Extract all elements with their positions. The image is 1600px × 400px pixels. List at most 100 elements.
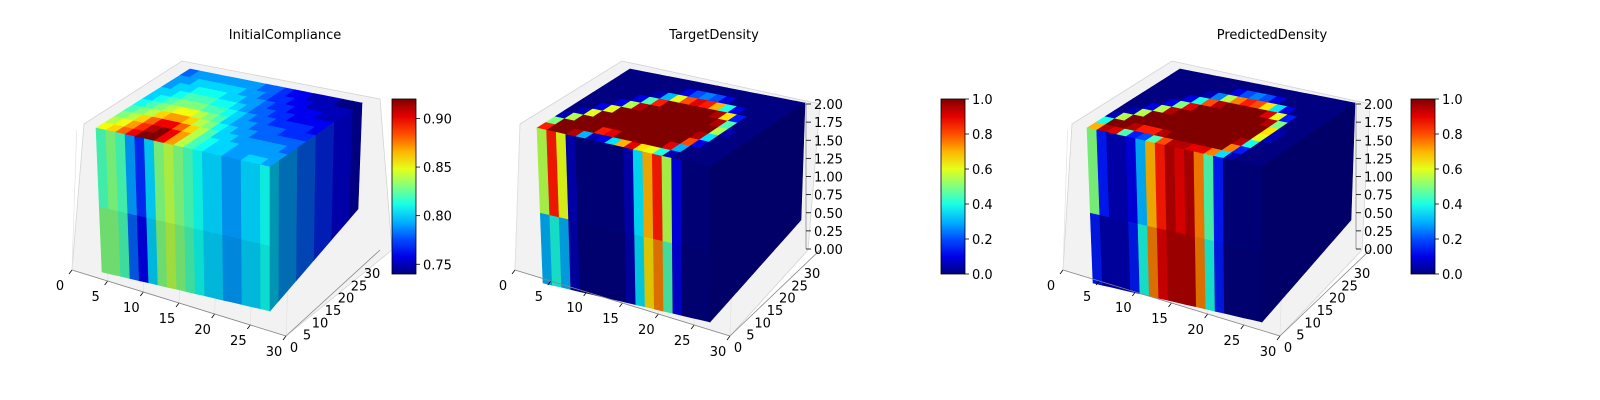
voxel-front-cell: [661, 155, 673, 244]
x-tick-label: 20: [1187, 323, 1204, 338]
x-tick-mark: [1059, 269, 1064, 275]
voxel-side-cell: [791, 102, 806, 232]
z-tick-label: 1.25: [814, 152, 843, 167]
colorbar: 0.75 0.80 0.85 0.90: [391, 98, 452, 275]
y-tick-label: 25: [791, 279, 808, 294]
x-tick-label: 30: [266, 345, 283, 360]
x-tick-mark: [1132, 291, 1136, 297]
voxel-side-cell: [287, 147, 298, 292]
colorbar-tick-label: 1.0: [972, 93, 993, 108]
x-tick-label: 0: [56, 279, 64, 294]
z-tick-label: 1.75: [814, 116, 843, 131]
voxel-front-cell: [203, 230, 215, 299]
voxel-side-cell: [1341, 102, 1356, 232]
y-tick-label: 10: [1304, 316, 1321, 331]
voxel-front-cell: [1166, 230, 1178, 303]
voxel-front-cell: [184, 226, 196, 295]
voxel-front-cell: [632, 149, 645, 238]
y-tick-label: 5: [746, 329, 754, 344]
y-tick-label: 0: [290, 341, 298, 356]
colorbar-tick-label: 0.8: [972, 128, 993, 143]
voxel-front-cell: [1213, 241, 1225, 314]
y-tick-label: 15: [767, 304, 784, 319]
voxel-side-cell: [348, 102, 363, 221]
voxel-front-cell: [634, 234, 646, 308]
x-tick-mark: [583, 291, 587, 297]
voxel-side-cell: [1261, 160, 1272, 323]
voxel-side-cell: [709, 160, 720, 323]
voxel-front-cell: [260, 243, 271, 312]
voxel-side-cell: [718, 153, 730, 313]
x-tick-label: 15: [602, 312, 619, 327]
voxel-front-cell: [1251, 164, 1263, 253]
x-tick-label: 30: [1260, 345, 1277, 360]
colorbar-tick-label: 0.2: [972, 233, 993, 248]
x-tick-mark: [1204, 313, 1208, 319]
colorbar-tick-label: 0.0: [972, 268, 993, 283]
colorbar-gradient: [940, 98, 966, 275]
x-tick-label: 20: [638, 323, 655, 338]
voxel-front-cell: [240, 160, 252, 243]
panel-title: PredictedDensity: [1217, 28, 1328, 43]
z-tick-label: 0.00: [814, 243, 843, 258]
x-tick-mark: [104, 280, 108, 286]
voxel-front-cell: [201, 151, 214, 234]
voxel-side-cell: [727, 147, 739, 303]
colorbar-tick-label: 0.85: [423, 161, 452, 176]
voxel-front-cell: [1222, 157, 1234, 247]
colorbar-tick-label: 0.80: [423, 210, 452, 225]
y-tick-label: 30: [364, 267, 381, 282]
x-axis-line: [514, 269, 731, 337]
y-axis-line: [729, 249, 821, 337]
voxel-front-cell: [662, 241, 674, 314]
x-axis-line: [1062, 269, 1281, 337]
x-tick-mark: [547, 280, 552, 286]
y-tick-label: 20: [779, 292, 796, 307]
voxel-front-cell: [681, 245, 692, 319]
z-tick-label: 1.25: [1364, 152, 1393, 167]
voxel-side-cell: [1270, 153, 1281, 313]
voxel-front-cell: [1203, 153, 1215, 242]
colorbar: 0.0 0.2 0.4 0.6 0.8 1.0: [1410, 93, 1463, 283]
x-tick-label: 20: [194, 323, 211, 338]
z-tick-label: 1.50: [814, 134, 843, 149]
x-tick-mark: [175, 302, 180, 308]
voxel-front-cell: [193, 228, 206, 297]
voxel-front-cell: [1213, 155, 1225, 244]
x-tick-mark: [690, 324, 695, 330]
colorbar-tick-label: 0.4: [1442, 198, 1463, 213]
z-tick-label: 1.75: [1364, 116, 1393, 131]
x-tick-mark: [1276, 335, 1281, 341]
y-tick-label: 25: [351, 279, 368, 294]
y-tick-label: 20: [338, 292, 355, 307]
voxel-front-cell: [651, 153, 664, 242]
voxel-front-cell: [221, 155, 233, 238]
voxel-front-cell: [230, 157, 242, 241]
x-tick-mark: [211, 313, 215, 319]
x-tick-label: 15: [1151, 312, 1168, 327]
voxel-front-cell: [623, 147, 635, 236]
x-tick-label: 10: [566, 301, 583, 316]
x-tick-label: 25: [674, 334, 691, 349]
voxel-front-cell: [690, 247, 702, 321]
x-tick-label: 5: [535, 290, 543, 305]
x-tick-label: 15: [159, 312, 176, 327]
z-tick-label: 2.00: [1364, 98, 1393, 113]
y-axis-line: [1279, 249, 1371, 337]
z-tick-label: 0.50: [814, 207, 843, 222]
voxel-front-cell: [222, 235, 234, 303]
x-tick-mark: [247, 324, 251, 330]
voxel-front-cell: [1242, 162, 1253, 251]
z-tick-label: 0.75: [814, 189, 843, 204]
colorbar-tick-label: 0.0: [1442, 268, 1463, 283]
voxel-front-cell: [250, 241, 262, 310]
voxel-front-cell: [1242, 247, 1253, 321]
x-tick-mark: [1168, 302, 1172, 308]
z-tick-label: 0.75: [1364, 189, 1393, 204]
x-tick-label: 30: [710, 345, 727, 360]
voxel-front-cell: [1174, 147, 1187, 236]
voxel-front-cell: [700, 164, 711, 253]
x-tick-label: 5: [1083, 290, 1091, 305]
x-tick-mark: [140, 291, 144, 297]
z-tick-label: 0.25: [1364, 225, 1393, 240]
